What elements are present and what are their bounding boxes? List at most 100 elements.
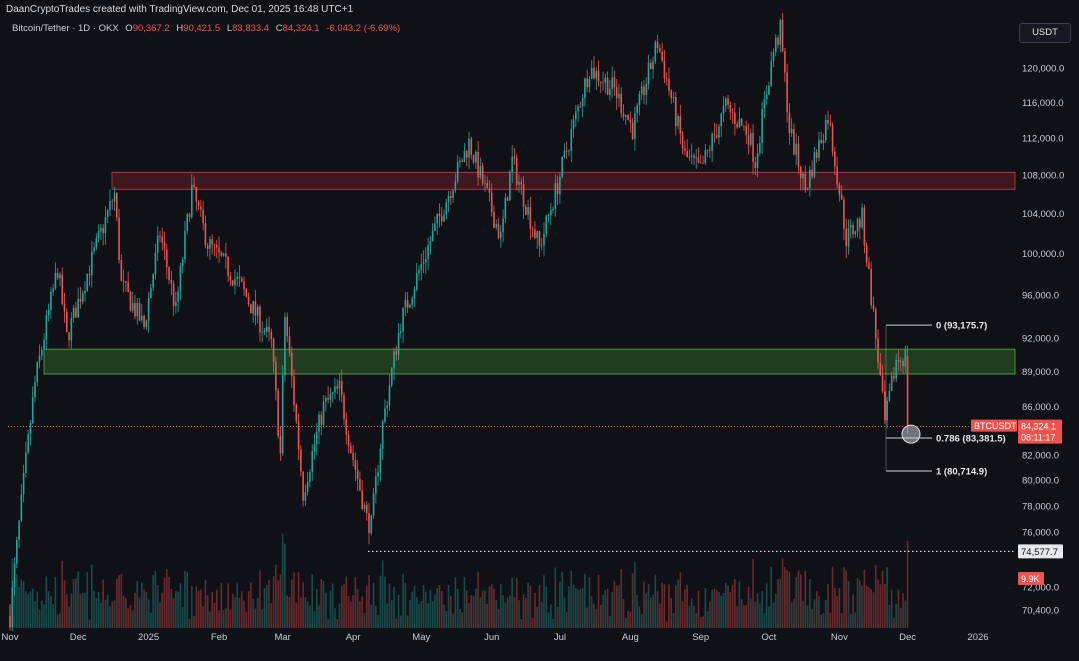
- volume-bar: [397, 594, 400, 628]
- candle-body: [784, 51, 786, 73]
- candle-body: [788, 112, 791, 133]
- candle-body: [365, 504, 368, 514]
- volume-bar: [861, 586, 863, 628]
- candle-body: [859, 218, 861, 228]
- candle-body: [811, 169, 813, 177]
- candle-body: [41, 349, 43, 356]
- volume-bar: [525, 598, 527, 628]
- candle-body: [868, 262, 870, 270]
- volume-bar: [795, 577, 798, 628]
- symbol-line[interactable]: Bitcoin/Tether · 1D · OKX: [12, 23, 119, 34]
- candle-body: [824, 119, 827, 141]
- volume-bar: [540, 601, 543, 628]
- symbol-legend: Bitcoin/Tether · 1D · OKX O90,367.2 H90,…: [12, 20, 400, 38]
- candle-body: [556, 182, 559, 195]
- candle-body: [818, 139, 820, 158]
- candle-body: [247, 296, 250, 305]
- volume-bar: [738, 581, 741, 628]
- volume-bar: [793, 598, 795, 628]
- candle-body: [138, 303, 141, 321]
- volume-bar: [827, 583, 829, 628]
- candle-body: [884, 391, 886, 421]
- volume-bar: [627, 610, 629, 628]
- volume-bar: [213, 602, 216, 628]
- volume-bar: [600, 605, 602, 628]
- volume-bar: [161, 592, 164, 628]
- volume-bar: [418, 603, 420, 628]
- candle-body: [856, 218, 859, 232]
- candle-body: [477, 151, 479, 178]
- candle-body: [570, 129, 573, 151]
- candle-body: [170, 279, 173, 284]
- candle-body: [854, 231, 857, 235]
- candle-body: [454, 181, 457, 191]
- low-label: L: [226, 23, 233, 34]
- candle-body: [406, 300, 409, 308]
- volume-bar: [779, 578, 782, 628]
- x-tick-label: Dec: [70, 632, 87, 643]
- currency-button[interactable]: USDT: [1019, 23, 1071, 43]
- ohlc-change: -6,043.2 (-6.69%): [326, 23, 401, 34]
- candle-body: [150, 287, 152, 299]
- volume-bar: [79, 593, 82, 628]
- candle-body: [852, 225, 854, 235]
- volume-bar: [29, 591, 32, 628]
- candle-body: [531, 228, 534, 230]
- candle-body: [302, 471, 304, 501]
- candle-body: [411, 298, 413, 305]
- volume-bar: [759, 603, 761, 628]
- volume-bar: [788, 571, 791, 628]
- volume-bar: [820, 614, 823, 628]
- volume-bar: [238, 597, 241, 628]
- candle-body: [895, 359, 897, 379]
- candle-body: [588, 78, 591, 88]
- x-tick-label: May: [412, 632, 430, 643]
- candle-body: [116, 192, 118, 218]
- candle-body: [425, 258, 427, 263]
- candle-body: [100, 227, 102, 232]
- candle-body: [790, 128, 793, 133]
- candle-body: [822, 140, 825, 143]
- candle-body: [70, 318, 73, 341]
- volume-bar: [784, 566, 786, 628]
- volume-bar: [902, 593, 904, 628]
- y-tick-label: 82,000.0: [1022, 450, 1059, 461]
- volume-bar: [250, 582, 252, 628]
- candle-body: [159, 235, 161, 237]
- volume-bar: [275, 564, 277, 628]
- candle-body: [500, 232, 502, 239]
- candle-body: [334, 386, 336, 393]
- candle-body: [286, 317, 289, 337]
- candle-body: [731, 111, 734, 113]
- candle-body: [188, 214, 191, 217]
- candle-body: [613, 77, 616, 88]
- candle-body: [665, 78, 668, 79]
- candle-body: [95, 238, 98, 248]
- candle-body: [340, 380, 343, 396]
- volume-bar: [890, 589, 893, 628]
- volume-bar: [436, 588, 438, 628]
- volume-bar: [225, 608, 227, 628]
- candle-body: [375, 476, 377, 494]
- candle-body: [25, 452, 27, 473]
- volume-bar: [677, 579, 679, 628]
- volume-bar: [522, 594, 525, 628]
- candle-body: [579, 106, 582, 107]
- candle-body: [161, 236, 164, 243]
- candle-body: [443, 214, 445, 222]
- candle-body: [452, 190, 454, 198]
- candle-body: [484, 182, 486, 184]
- candle-body: [815, 152, 818, 158]
- volume-bar: [659, 603, 661, 628]
- candle-body: [390, 368, 393, 386]
- volume-bar: [75, 578, 77, 628]
- volume-bar: [563, 597, 566, 628]
- candle-body: [297, 421, 300, 450]
- volume-bar: [661, 582, 663, 628]
- candle-body: [754, 161, 757, 168]
- volume-bar: [136, 580, 139, 628]
- candle-body: [575, 111, 577, 120]
- volume-bar: [311, 574, 314, 628]
- candle-body: [447, 196, 450, 203]
